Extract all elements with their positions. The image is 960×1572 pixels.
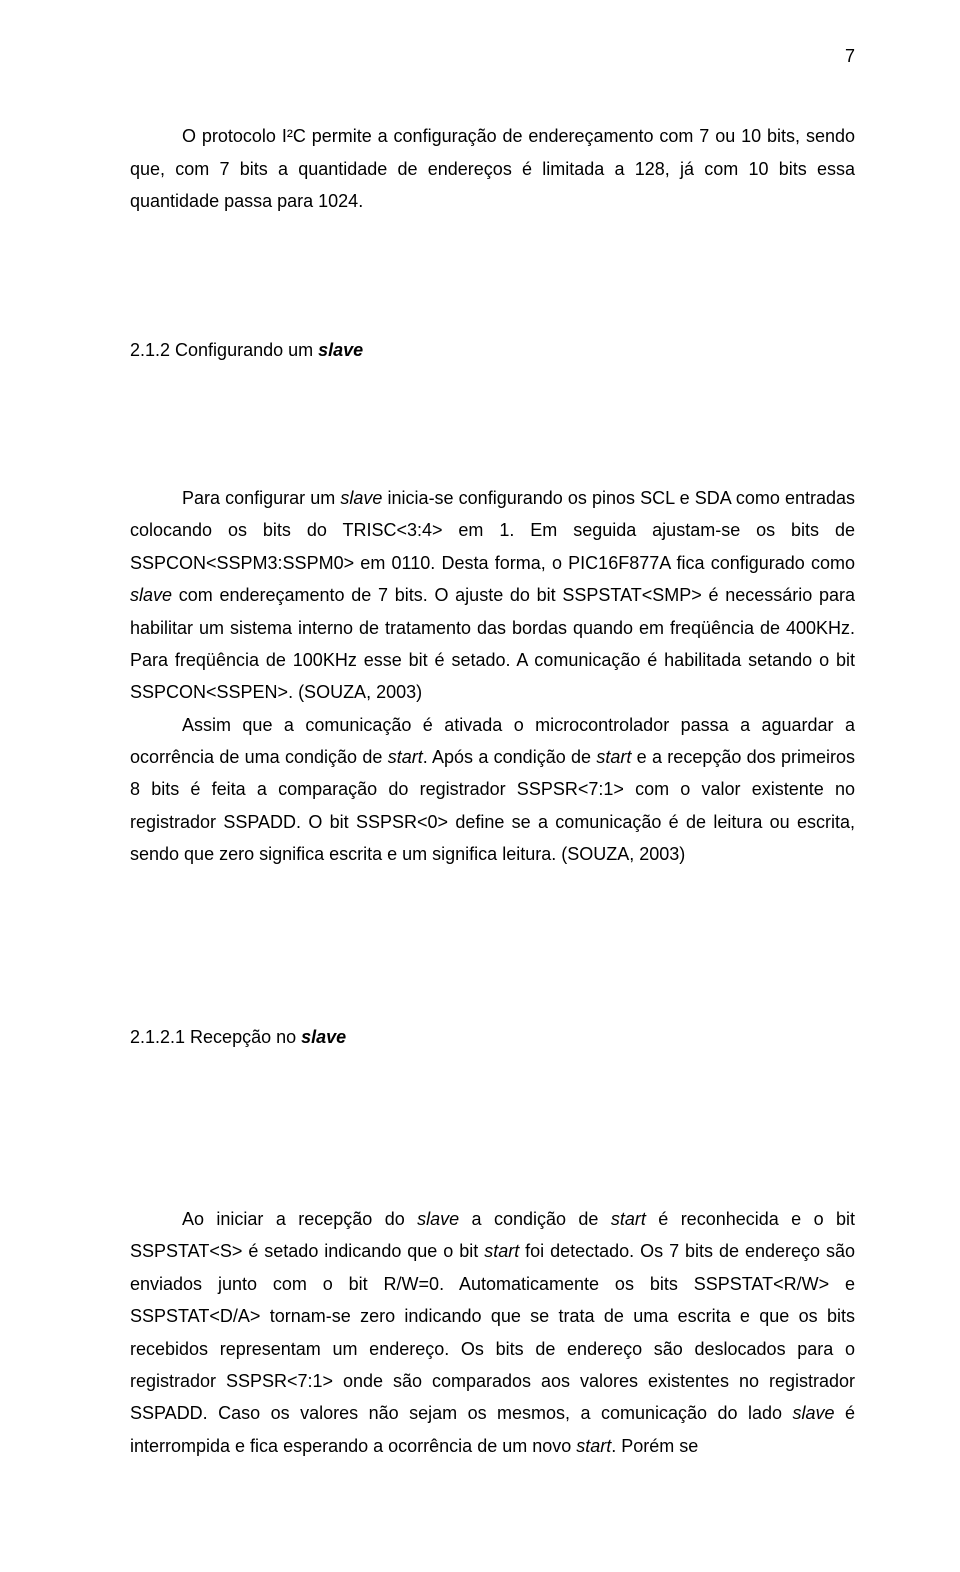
italic-run: start xyxy=(388,747,423,767)
body-paragraph-1: Para configurar um slave inicia-se confi… xyxy=(130,482,855,709)
intro-paragraph: O protocolo I²C permite a configuração d… xyxy=(130,120,855,217)
italic-run: start xyxy=(576,1436,611,1456)
text-run: com endereçamento de 7 bits. O ajuste do… xyxy=(130,585,855,702)
italic-run: slave xyxy=(340,488,382,508)
italic-run: start xyxy=(596,747,631,767)
section-heading-2-1-2: 2.1.2 Configurando um slave xyxy=(130,334,855,366)
italic-run: start xyxy=(611,1209,646,1229)
body-paragraph-2: Assim que a comunicação é ativada o micr… xyxy=(130,709,855,871)
text-run: Ao iniciar a recepção do xyxy=(182,1209,417,1229)
text-run: . Após a condição de xyxy=(423,747,597,767)
section-title-italic: slave xyxy=(301,1027,346,1047)
text-run: a condição de xyxy=(459,1209,611,1229)
italic-run: slave xyxy=(130,585,172,605)
italic-run: start xyxy=(484,1241,519,1261)
text-run: . Porém se xyxy=(611,1436,698,1456)
body-paragraph-3: Ao iniciar a recepção do slave a condiçã… xyxy=(130,1203,855,1462)
section-number: 2.1.2 Configurando um xyxy=(130,340,318,360)
italic-run: slave xyxy=(792,1403,834,1423)
text-run: foi detectado. Os 7 bits de endereço são… xyxy=(130,1241,855,1423)
page-number: 7 xyxy=(130,40,855,72)
section-heading-2-1-2-1: 2.1.2.1 Recepção no slave xyxy=(130,1021,855,1053)
section-number: 2.1.2.1 Recepção no xyxy=(130,1027,301,1047)
text-run: Para configurar um xyxy=(182,488,340,508)
page-container: 7 O protocolo I²C permite a configuração… xyxy=(0,0,960,1522)
section-title-italic: slave xyxy=(318,340,363,360)
italic-run: slave xyxy=(417,1209,459,1229)
